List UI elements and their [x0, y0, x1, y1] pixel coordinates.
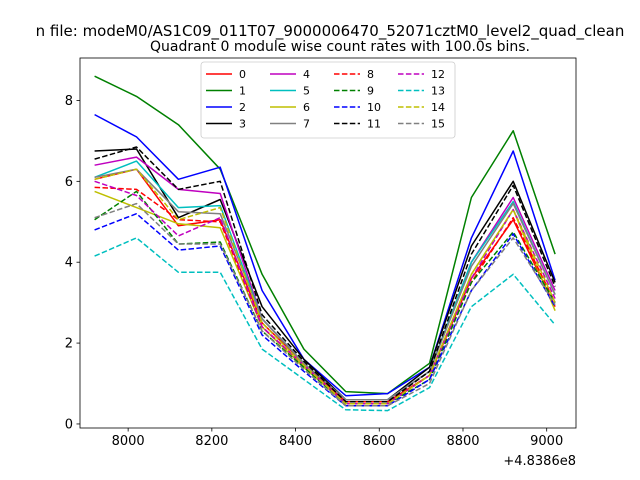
y-tick-label: 4 — [65, 256, 73, 271]
y-tick-label: 8 — [65, 94, 73, 109]
series-line-10 — [94, 212, 556, 407]
chart-title: Quadrant 0 module wise count rates with … — [150, 39, 530, 55]
legend-label-13: 13 — [431, 85, 445, 98]
x-offset-text: +4.8386e8 — [503, 454, 576, 469]
legend-label-3: 3 — [239, 118, 246, 131]
legend-label-10: 10 — [367, 101, 381, 114]
legend-label-7: 7 — [303, 118, 310, 131]
legend-label-9: 9 — [367, 85, 374, 98]
series-layer — [94, 75, 556, 412]
x-tick-label: 9000 — [530, 434, 563, 449]
series-line-15 — [94, 202, 556, 407]
legend-label-2: 2 — [239, 101, 246, 114]
legend-label-11: 11 — [367, 118, 381, 131]
y-tick-label: 2 — [65, 337, 73, 352]
series-line-7 — [94, 168, 556, 401]
y-axis: 0 2 4 6 8 — [65, 94, 80, 432]
legend-label-5: 5 — [303, 85, 310, 98]
legend-label-6: 6 — [303, 101, 310, 114]
y-tick-label: 6 — [65, 175, 73, 190]
legend-label-4: 4 — [303, 68, 310, 81]
series-line-0 — [94, 168, 556, 403]
series-line-14 — [94, 168, 556, 405]
x-tick-label: 8200 — [195, 434, 228, 449]
x-axis: 8000 8200 8400 8600 8800 9000 — [112, 428, 563, 449]
x-tick-label: 8600 — [363, 434, 396, 449]
series-line-3 — [94, 148, 556, 401]
x-tick-label: 8800 — [446, 434, 479, 449]
legend-label-15: 15 — [431, 118, 445, 131]
legend-label-0: 0 — [239, 68, 246, 81]
series-line-13 — [94, 237, 556, 412]
y-tick-label: 0 — [65, 417, 73, 432]
axes-frame — [79, 57, 577, 429]
legend-label-8: 8 — [367, 68, 374, 81]
series-line-12 — [94, 180, 556, 405]
chart-suptitle: n file: modeM0/AS1C09_011T07_9000006470_… — [36, 22, 625, 41]
legend-label-1: 1 — [239, 85, 246, 98]
legend-label-12: 12 — [431, 68, 445, 81]
x-tick-label: 8000 — [112, 434, 145, 449]
series-line-2 — [94, 113, 556, 397]
x-tick-label: 8400 — [279, 434, 312, 449]
series-line-1 — [94, 75, 556, 395]
legend-box — [200, 61, 456, 139]
legend-label-14: 14 — [431, 101, 445, 114]
